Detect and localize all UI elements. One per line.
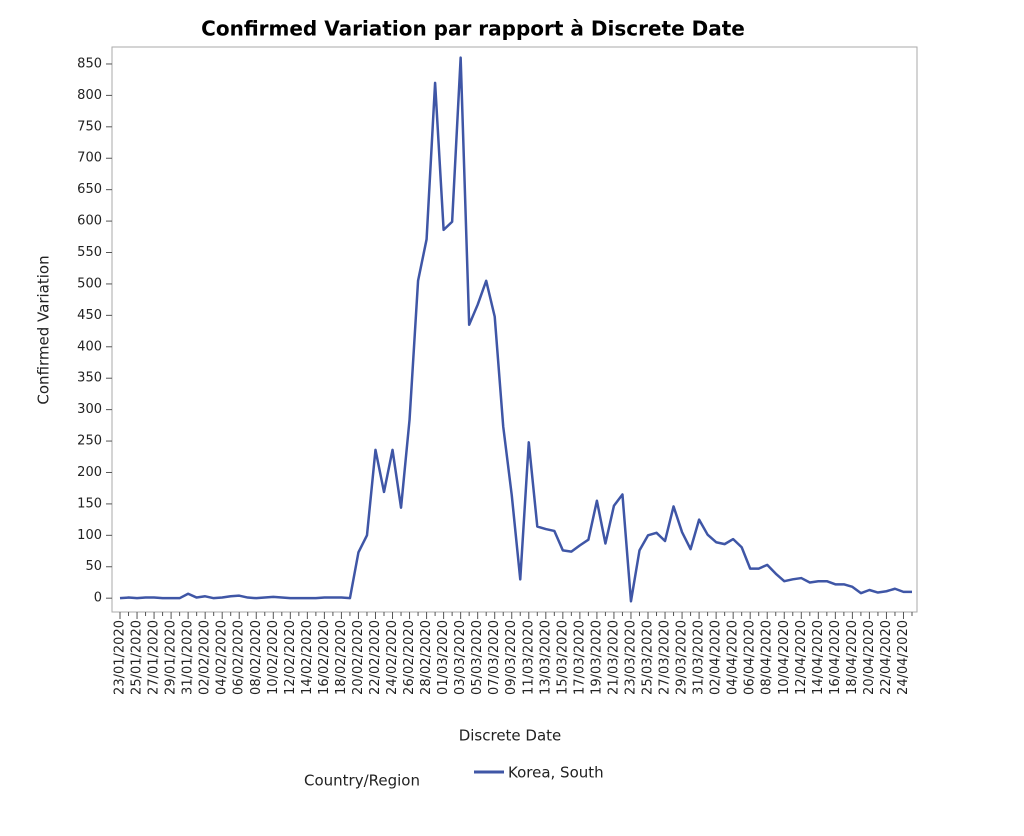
x-tick-label: 29/01/2020 xyxy=(164,620,179,695)
x-tick-label: 18/04/2020 xyxy=(845,620,860,695)
y-tick-label: 600 xyxy=(77,214,102,229)
x-tick-label: 31/03/2020 xyxy=(692,620,707,695)
x-tick-label: 22/02/2020 xyxy=(368,620,383,695)
x-tick-label: 13/03/2020 xyxy=(538,620,553,695)
x-tick-label: 09/03/2020 xyxy=(504,620,519,695)
plot-frame xyxy=(111,46,918,613)
y-tick-label: 450 xyxy=(77,308,102,323)
x-tick-label: 25/01/2020 xyxy=(130,620,145,695)
x-tick-label: 05/03/2020 xyxy=(470,620,485,695)
y-tick-label: 150 xyxy=(77,496,102,511)
y-tick-label: 100 xyxy=(77,528,102,543)
x-tick-label: 11/03/2020 xyxy=(521,620,536,695)
y-tick-label: 350 xyxy=(77,371,102,386)
x-tick-label: 24/02/2020 xyxy=(385,620,400,695)
x-tick-label: 16/02/2020 xyxy=(317,620,332,695)
x-tick-label: 04/02/2020 xyxy=(215,620,230,695)
y-tick-label: 50 xyxy=(85,559,102,574)
x-tick-label: 27/01/2020 xyxy=(147,620,162,695)
x-axis-label: Discrete Date xyxy=(459,727,562,745)
x-tick-label: 26/02/2020 xyxy=(402,620,417,695)
x-tick-label: 20/04/2020 xyxy=(862,620,877,695)
y-tick-label: 850 xyxy=(77,56,102,71)
x-tick-label: 08/04/2020 xyxy=(760,620,775,695)
x-tick-label: 23/03/2020 xyxy=(623,620,638,695)
y-axis-label: Confirmed Variation xyxy=(35,255,53,404)
x-tick-label: 19/03/2020 xyxy=(589,620,604,695)
x-tick-label: 12/04/2020 xyxy=(794,620,809,695)
y-tick-label: 750 xyxy=(77,119,102,134)
y-tick-label: 0 xyxy=(94,591,102,606)
x-tick-label: 25/03/2020 xyxy=(641,620,656,695)
x-tick-label: 10/04/2020 xyxy=(777,620,792,695)
x-tick-label: 06/02/2020 xyxy=(232,620,247,695)
y-tick-label: 300 xyxy=(77,402,102,417)
legend-label: Korea, South xyxy=(508,764,604,782)
x-tick-label: 01/03/2020 xyxy=(436,620,451,695)
x-tick-label: 12/02/2020 xyxy=(283,620,298,695)
x-tick-label: 02/02/2020 xyxy=(198,620,213,695)
x-tick-label: 28/02/2020 xyxy=(419,620,434,695)
x-tick-label: 21/03/2020 xyxy=(606,620,621,695)
y-tick-label: 800 xyxy=(77,88,102,103)
x-tick-label: 07/03/2020 xyxy=(487,620,502,695)
x-tick-label: 16/04/2020 xyxy=(828,620,843,695)
legend-title: Country/Region xyxy=(304,772,420,790)
x-tick-label: 31/01/2020 xyxy=(181,620,196,695)
x-tick-label: 27/03/2020 xyxy=(658,620,673,695)
y-tick-label: 200 xyxy=(77,465,102,480)
x-tick-label: 29/03/2020 xyxy=(675,620,690,695)
y-tick-label: 700 xyxy=(77,151,102,166)
y-tick-label: 550 xyxy=(77,245,102,260)
y-tick-label: 250 xyxy=(77,434,102,449)
x-tick-label: 20/02/2020 xyxy=(351,620,366,695)
x-tick-label: 03/03/2020 xyxy=(453,620,468,695)
x-tick-label: 10/02/2020 xyxy=(266,620,281,695)
x-tick-label: 24/04/2020 xyxy=(896,620,911,695)
x-tick-label: 14/04/2020 xyxy=(811,620,826,695)
series-line xyxy=(119,56,912,603)
chart-title: Confirmed Variation par rapport à Discre… xyxy=(201,17,745,41)
x-tick-label: 18/02/2020 xyxy=(334,620,349,695)
x-tick-label: 06/04/2020 xyxy=(743,620,758,695)
x-tick-label: 23/01/2020 xyxy=(113,620,128,695)
x-tick-label: 17/03/2020 xyxy=(572,620,587,695)
x-tick-label: 15/03/2020 xyxy=(555,620,570,695)
y-tick-label: 650 xyxy=(77,182,102,197)
y-tick-label: 400 xyxy=(77,339,102,354)
x-tick-label: 02/04/2020 xyxy=(709,620,724,695)
x-tick-label: 14/02/2020 xyxy=(300,620,315,695)
x-tick-label: 08/02/2020 xyxy=(249,620,264,695)
y-tick-label: 500 xyxy=(77,276,102,291)
x-tick-label: 04/04/2020 xyxy=(726,620,741,695)
x-tick-label: 22/04/2020 xyxy=(879,620,894,695)
